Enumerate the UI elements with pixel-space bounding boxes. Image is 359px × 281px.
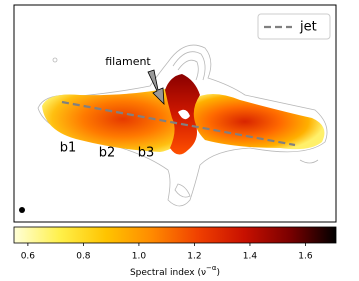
colorbar-tick-label: 1.2 (187, 252, 201, 262)
annotation: b3 (138, 146, 155, 161)
annotation: b1 (60, 141, 77, 156)
filament-arrow (147, 69, 165, 106)
annotation: filament (105, 55, 151, 68)
map-frame (13, 4, 337, 223)
colorbar-tick-label: 0.8 (76, 252, 91, 262)
legend: jet (257, 13, 331, 40)
colorbar-tick-label: 0.6 (21, 252, 36, 262)
right-lobe (191, 94, 325, 150)
colorbar-tick-label: 1.0 (132, 252, 147, 262)
label-text: Spectral index (ν (130, 268, 206, 278)
label-sup: −α (206, 264, 217, 272)
colorbar-label: Spectral index (ν−α) (130, 264, 220, 278)
beam (19, 207, 25, 213)
colorbar-tick-label: 1.6 (298, 252, 313, 262)
spectral-map (42, 74, 325, 155)
annotation: b2 (99, 146, 116, 161)
label-close: ) (217, 268, 221, 278)
left-lobe (42, 86, 189, 152)
core-gap (178, 109, 190, 120)
legend-box (257, 13, 331, 40)
legend-label: jet (299, 20, 317, 35)
jet-axis (61, 100, 296, 147)
colorbar (13, 226, 337, 244)
colorbar-tick-label: 1.4 (243, 252, 258, 262)
